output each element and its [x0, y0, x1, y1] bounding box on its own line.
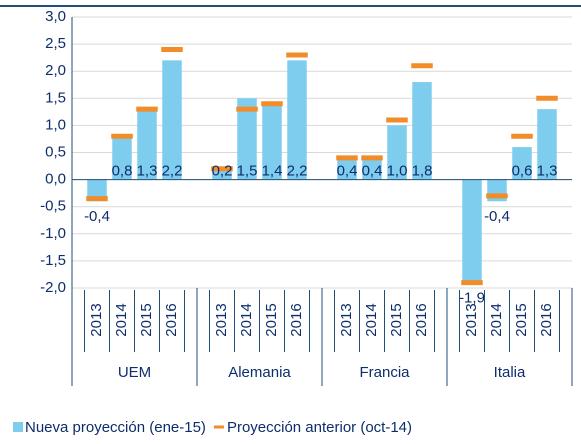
legend-label: Proyección anterior (oct-14)	[227, 419, 412, 436]
data-label: 1,5	[237, 163, 258, 180]
y-tick-label: -0,5	[40, 198, 66, 215]
y-tick-label: 0,0	[45, 171, 66, 188]
y-tick-label: -1,0	[40, 225, 66, 242]
bar	[87, 179, 107, 202]
x-tick-label: 2014	[238, 303, 255, 336]
data-label: 0,2	[212, 163, 233, 180]
bar	[287, 60, 307, 180]
y-tick-label: 1,0	[45, 116, 66, 133]
x-tick-label: 2014	[363, 303, 380, 336]
bar	[262, 103, 282, 180]
bar	[112, 136, 132, 180]
data-label: 1,0	[387, 163, 408, 180]
bar	[462, 179, 482, 283]
x-tick-label: 2013	[213, 303, 230, 336]
bar	[162, 60, 182, 180]
bar	[237, 98, 257, 180]
bar	[337, 157, 357, 180]
data-label: 1,8	[412, 163, 433, 180]
y-tick-label: 0,5	[45, 143, 66, 160]
bar	[387, 125, 407, 180]
bar	[537, 109, 557, 180]
data-label: 2,2	[162, 163, 183, 180]
data-label: -1,9	[459, 290, 485, 307]
data-label: 1,3	[137, 163, 158, 180]
legend-swatch	[13, 422, 23, 432]
y-tick-label: 3,0	[45, 8, 66, 25]
legend-label: Nueva proyección (ene-15)	[25, 419, 206, 436]
data-label: 0,4	[362, 163, 383, 180]
x-tick-label: 2014	[488, 303, 505, 336]
group-label: Francia	[359, 364, 410, 381]
data-label: 0,4	[337, 163, 358, 180]
bar	[362, 157, 382, 180]
group-label: UEM	[118, 364, 151, 381]
x-tick-label: 2013	[88, 303, 105, 336]
x-tick-label: 2013	[338, 303, 355, 336]
x-tick-label: 2016	[163, 303, 180, 336]
y-tick-label: 1,5	[45, 89, 66, 106]
bar	[412, 82, 432, 180]
bar	[212, 168, 232, 180]
x-tick-label: 2016	[538, 303, 555, 336]
data-label: -0,4	[484, 208, 510, 225]
y-tick-label: 2,0	[45, 62, 66, 79]
bar	[137, 109, 157, 180]
y-tick-label: 2,5	[45, 35, 66, 52]
data-label: 2,2	[287, 163, 308, 180]
data-label: 0,6	[512, 163, 533, 180]
x-tick-label: 2016	[413, 303, 430, 336]
x-tick-label: 2013	[463, 303, 480, 336]
x-tick-label: 2015	[513, 303, 530, 336]
x-tick-label: 2014	[113, 303, 130, 336]
x-tick-label: 2016	[288, 303, 305, 336]
data-label: 0,8	[112, 163, 133, 180]
data-label: 1,4	[262, 163, 283, 180]
x-tick-label: 2015	[388, 303, 405, 336]
y-tick-label: -1,5	[40, 252, 66, 269]
data-label: -0,4	[84, 208, 110, 225]
y-tick-label: -2,0	[40, 279, 66, 296]
x-tick-label: 2015	[138, 303, 155, 336]
group-label: Italia	[494, 364, 526, 381]
x-tick-label: 2015	[263, 303, 280, 336]
bar	[512, 147, 532, 180]
data-label: 1,3	[537, 163, 558, 180]
group-label: Alemania	[228, 364, 291, 381]
